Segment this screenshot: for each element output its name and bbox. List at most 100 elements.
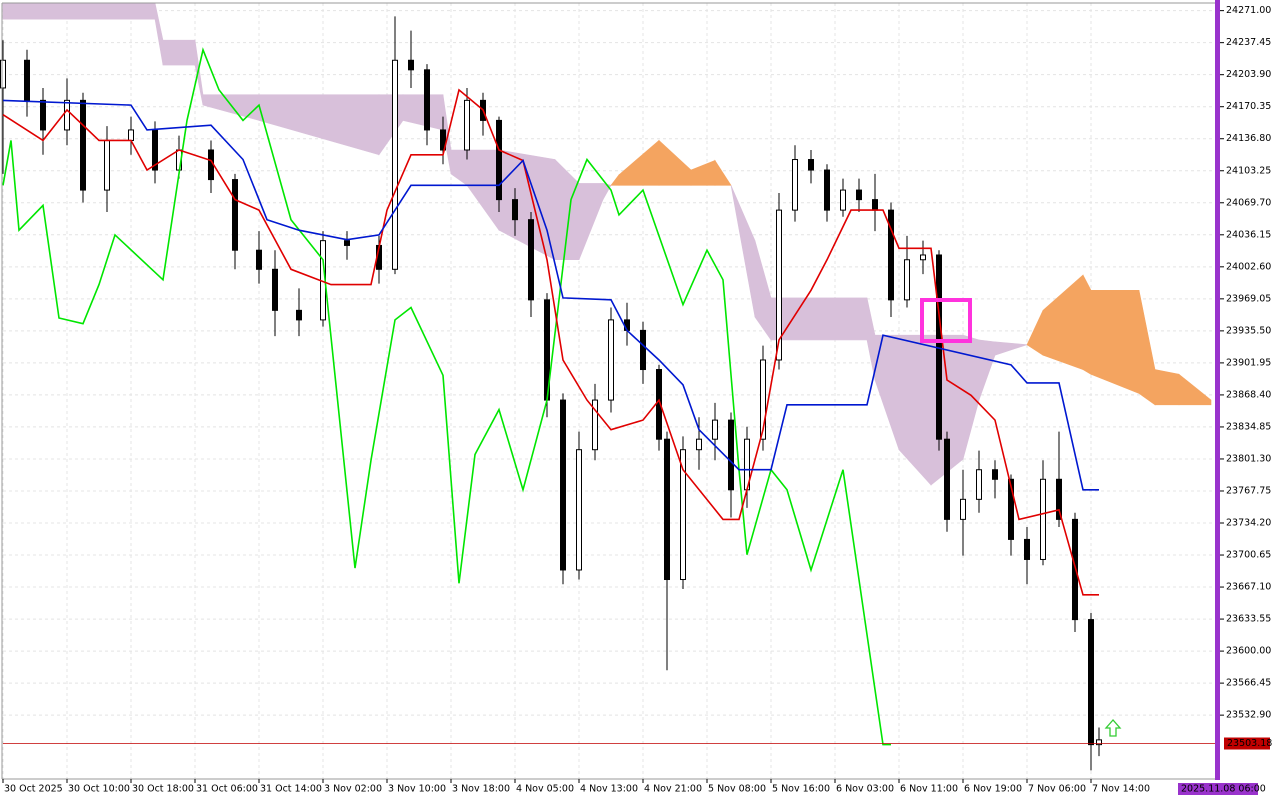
candle-body (696, 438, 702, 451)
time-tag (1178, 783, 1258, 795)
candle-body (1088, 619, 1094, 746)
candle-body (496, 119, 502, 201)
x-tick-label: 6 Nov 19:00 (964, 784, 1022, 795)
candle-body (40, 99, 46, 131)
candle-body (80, 99, 86, 191)
x-tick-label: 6 Nov 11:00 (900, 784, 958, 795)
candle-body (664, 438, 670, 581)
candle-body (976, 469, 982, 500)
candle-body (840, 189, 846, 211)
y-tick-label: 23633.55 (1226, 614, 1271, 625)
y-tick-label: 24203.90 (1226, 69, 1271, 80)
x-tick-label: 30 Oct 2025 (4, 784, 63, 795)
y-tick-label: 23532.90 (1226, 710, 1271, 721)
x-tick-label: 4 Nov 13:00 (580, 784, 638, 795)
candle-body (1040, 478, 1046, 560)
x-tick-label: 5 Nov 16:00 (772, 784, 830, 795)
candle-body (808, 159, 814, 171)
cloud-segment (714, 159, 732, 186)
y-tick-label: 23734.20 (1226, 518, 1271, 529)
x-tick-label: 6 Nov 03:00 (836, 784, 894, 795)
x-tick-label: 31 Oct 06:00 (196, 784, 258, 795)
x-tick-label: 30 Oct 18:00 (132, 784, 194, 795)
candle-body (24, 59, 30, 101)
candle-body (64, 99, 70, 131)
candle-body (792, 159, 798, 211)
candle-body (576, 449, 582, 571)
candle-body (960, 498, 966, 520)
candle-body (464, 99, 470, 151)
candle-body (760, 359, 766, 440)
x-tick-label: 5 Nov 08:00 (708, 784, 766, 795)
candle-body (888, 209, 894, 301)
y-tick-label: 23801.30 (1226, 453, 1271, 464)
candle-body (592, 399, 598, 451)
y-tick-label: 24271.00 (1226, 5, 1271, 16)
candle-body (1056, 478, 1062, 520)
candle-body (824, 169, 830, 211)
x-tick-label: 4 Nov 21:00 (644, 784, 702, 795)
candle-body (392, 59, 398, 270)
x-tick-label: 3 Nov 10:00 (388, 784, 446, 795)
y-tick-label: 24002.60 (1226, 261, 1271, 272)
candle-body (944, 438, 950, 520)
current-price-label: 23503.18 (1227, 738, 1272, 749)
y-tick-label: 23935.50 (1226, 325, 1271, 336)
candle-body (728, 419, 734, 491)
y-tick-label: 23868.40 (1226, 389, 1271, 400)
candle-body (232, 179, 238, 251)
candle-body (104, 139, 110, 191)
cloud-segment (1082, 274, 1092, 375)
candle-body (872, 199, 878, 211)
x-tick-label: 3 Nov 02:00 (324, 784, 382, 795)
candle-body (512, 199, 518, 221)
candle-body (856, 189, 862, 201)
indicator-line (2, 47, 891, 746)
x-tick-label: 30 Oct 10:00 (68, 784, 130, 795)
candle-body (992, 469, 998, 480)
candle-body (128, 129, 134, 141)
candle-body (424, 69, 430, 131)
x-tick-label: 7 Nov 14:00 (1092, 784, 1150, 795)
cloud-layer (2, 2, 1212, 486)
candle-body (1072, 518, 1078, 621)
line-layer (2, 47, 1215, 746)
y-tick-label: 23834.85 (1226, 421, 1271, 432)
x-tick-label: 7 Nov 06:00 (1028, 784, 1086, 795)
y-tick-label: 24069.70 (1226, 197, 1271, 208)
cloud-segment (1154, 369, 1180, 406)
axis-layer: 24271.00 24237.45 24203.90 24170.35 24136.80… (2, 5, 1272, 795)
cloud-segment (162, 39, 196, 66)
candle-body (0, 59, 6, 89)
y-tick-label: 23667.10 (1226, 582, 1271, 593)
y-tick-label: 24170.35 (1226, 101, 1271, 112)
y-tick-label: 23901.95 (1226, 357, 1271, 368)
candle-body (560, 399, 566, 571)
candle-body (440, 129, 446, 151)
candle-body (296, 309, 302, 321)
candle-body (712, 419, 718, 440)
y-tick-label: 23767.75 (1226, 485, 1271, 496)
candle-layer (0, 16, 1102, 771)
x-tick-label: 3 Nov 18:00 (452, 784, 510, 795)
cloud-segment (994, 341, 1028, 356)
x-tick-label: 31 Oct 14:00 (260, 784, 322, 795)
cloud-segment (770, 297, 868, 341)
candle-body (1096, 739, 1102, 746)
candle-body (408, 59, 414, 71)
y-tick-label: 24237.45 (1226, 37, 1271, 48)
y-tick-label: 23700.65 (1226, 550, 1271, 561)
y-tick-label: 24136.80 (1226, 133, 1271, 144)
candle-body (1024, 538, 1030, 560)
candle-body (920, 254, 926, 261)
candle-body (344, 240, 350, 246)
cloud-segment (2, 2, 156, 20)
candle-body (904, 259, 910, 301)
y-tick-label: 24036.15 (1226, 229, 1271, 240)
indicator-line (2, 99, 1099, 491)
candle-body (256, 249, 262, 270)
y-tick-label: 23566.45 (1226, 678, 1271, 689)
time-label: 2025.11.08 06:00 (1181, 784, 1266, 795)
